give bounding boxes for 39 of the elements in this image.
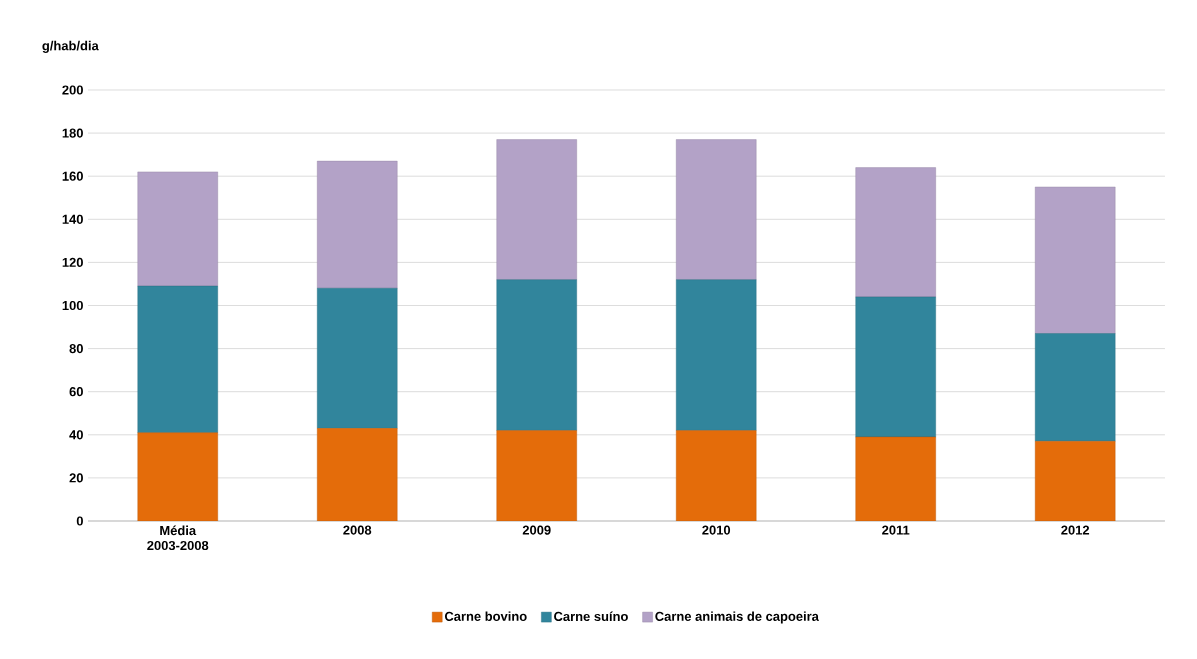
legend-label: Carne bovino [444, 611, 527, 621]
x-tick-label: 2009 [522, 525, 551, 535]
y-tick-label: 160 [62, 171, 83, 181]
legend-label: Carne suíno [554, 611, 628, 622]
y-tick-label: 80 [69, 344, 83, 354]
y-tick-label: 40 [69, 430, 83, 440]
bar [317, 288, 398, 429]
y-tick-label: 200 [62, 85, 83, 95]
y-tick-label: 100 [62, 300, 83, 311]
bar [676, 139, 757, 280]
x-tick-label: 2008 [343, 525, 372, 535]
bar [676, 430, 757, 521]
y-tick-label: 60 [69, 387, 83, 397]
bar [1034, 186, 1116, 334]
bar [137, 285, 218, 433]
bar [496, 139, 577, 280]
bar [676, 279, 757, 431]
x-tick-label: 2010 [702, 525, 731, 535]
bar [496, 279, 577, 431]
bar [137, 432, 218, 521]
bar [137, 171, 218, 287]
legend-label: Carne animais de capoeira [655, 611, 819, 624]
bar [317, 428, 398, 521]
y-axis-title: g/hab/dia [42, 40, 99, 53]
y-tick-label: 0 [76, 516, 83, 526]
bar [496, 430, 577, 521]
x-tick-label: 2011 [882, 525, 910, 535]
y-tick-label: 180 [62, 128, 83, 138]
bar [1034, 333, 1116, 442]
bar [855, 167, 936, 298]
x-tick-label: Média 2003-2008 [147, 525, 209, 551]
y-tick-label: 20 [69, 473, 83, 483]
bar [855, 296, 936, 438]
bar [855, 436, 936, 521]
y-tick-label: 120 [62, 257, 83, 267]
bar [1034, 441, 1116, 521]
bar [317, 160, 398, 289]
y-tick-label: 140 [62, 214, 83, 224]
x-tick-label: 2012 [1061, 525, 1090, 535]
